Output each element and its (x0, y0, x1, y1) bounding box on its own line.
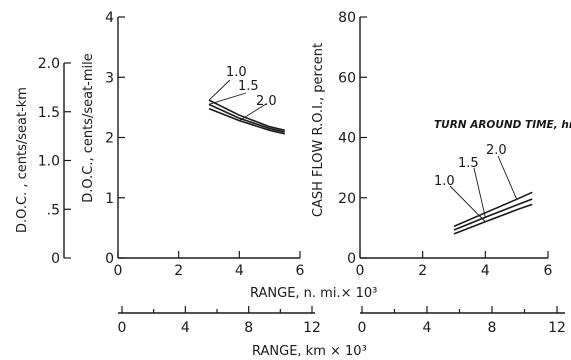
roi-x-tick-label: 4 (481, 263, 490, 279)
roi-y-tick-label: 80 (338, 10, 356, 26)
roi-series-1.5 (453, 198, 533, 231)
doc-y-tick-label: 0 (105, 251, 114, 267)
doc-series-1.0 (208, 99, 285, 132)
doc-y-tick-label: 1 (105, 191, 114, 207)
roi-series-1.0 (453, 203, 533, 235)
doc-x-tick-label: 4 (235, 263, 244, 279)
km-right-tick-label: 0 (358, 320, 367, 336)
km-left-tick-label: 8 (244, 320, 253, 336)
roi-chart: 0 20 40 60 80 0 2 4 6 CASH FLOW R.O.I., percent… (311, 10, 571, 279)
roi-y-tick-label: 0 (347, 251, 356, 267)
doc-series-label: 2.0 (256, 94, 277, 109)
doc-x-tick-label: 6 (296, 263, 305, 279)
km-left-tick-label: 4 (181, 320, 190, 336)
roi-series-label: 1.5 (458, 156, 479, 171)
roi-label-leader (497, 155, 518, 200)
doc-y-axis-label: D.O.C., cents/seat-mile (81, 53, 96, 203)
roi-y-tick-label: 20 (338, 191, 356, 207)
doc-series-label: 1.0 (226, 65, 247, 80)
km-left-tick-label: 0 (118, 320, 127, 336)
roi-label-leader (449, 185, 486, 223)
roi-y-tick-label: 40 (338, 131, 356, 147)
doc-km-tick-label: 2.0 (38, 56, 60, 72)
doc-y-tick-label: 3 (105, 70, 114, 86)
roi-y-tick-label: 60 (338, 70, 356, 86)
doc-x-tick-label: 0 (114, 263, 123, 279)
x-axis-label-km: RANGE, km × 10³ (252, 344, 367, 359)
km-axis-right: 0 4 8 12 (358, 306, 566, 336)
doc-y-tick-label: 4 (105, 10, 114, 26)
doc-km-tick-label: 0 (51, 251, 60, 267)
km-right-tick-label: 12 (548, 320, 566, 336)
turnaround-time-annotation: TURN AROUND TIME, hr (434, 119, 571, 131)
roi-x-tick-label: 2 (418, 263, 427, 279)
km-axis-left: 0 4 8 12 (118, 306, 321, 336)
doc-chart: 0 1 2 3 4 0 2 4 6 D.O.C., cents/seat-mile 1.01.… (81, 10, 305, 279)
doc-km-tick-label: .5 (47, 202, 60, 218)
doc-km-axis: 0 .5 1.0 1.5 2.0 D.O.C. , cents/seat-km (15, 56, 71, 267)
doc-label-leader (208, 92, 247, 105)
doc-label-leader (239, 103, 267, 122)
km-right-tick-label: 4 (423, 320, 432, 336)
km-right-tick-label: 8 (488, 320, 497, 336)
roi-label-leader (473, 167, 486, 218)
doc-km-tick-label: 1.5 (38, 105, 60, 121)
roi-series-label: 1.0 (434, 174, 455, 189)
doc-series-label: 1.5 (238, 79, 259, 94)
doc-label-leader (208, 79, 231, 101)
doc-km-axis-label: D.O.C. , cents/seat-km (15, 87, 30, 233)
roi-series-label: 2.0 (486, 143, 507, 158)
doc-y-tick-label: 2 (105, 131, 114, 147)
roi-series-2.0 (453, 191, 533, 228)
doc-x-tick-label: 2 (174, 263, 183, 279)
roi-x-tick-label: 0 (356, 263, 365, 279)
doc-km-tick-label: 1.0 (38, 154, 60, 170)
km-left-tick-label: 12 (303, 320, 321, 336)
x-axis-label-nmi: RANGE, n. mi.× 10³ (250, 286, 377, 301)
roi-x-tick-label: 6 (544, 263, 553, 279)
roi-y-axis-label: CASH FLOW R.O.I., percent (311, 43, 326, 217)
doc-series-1.5 (208, 103, 285, 133)
doc-series-2.0 (208, 107, 285, 135)
